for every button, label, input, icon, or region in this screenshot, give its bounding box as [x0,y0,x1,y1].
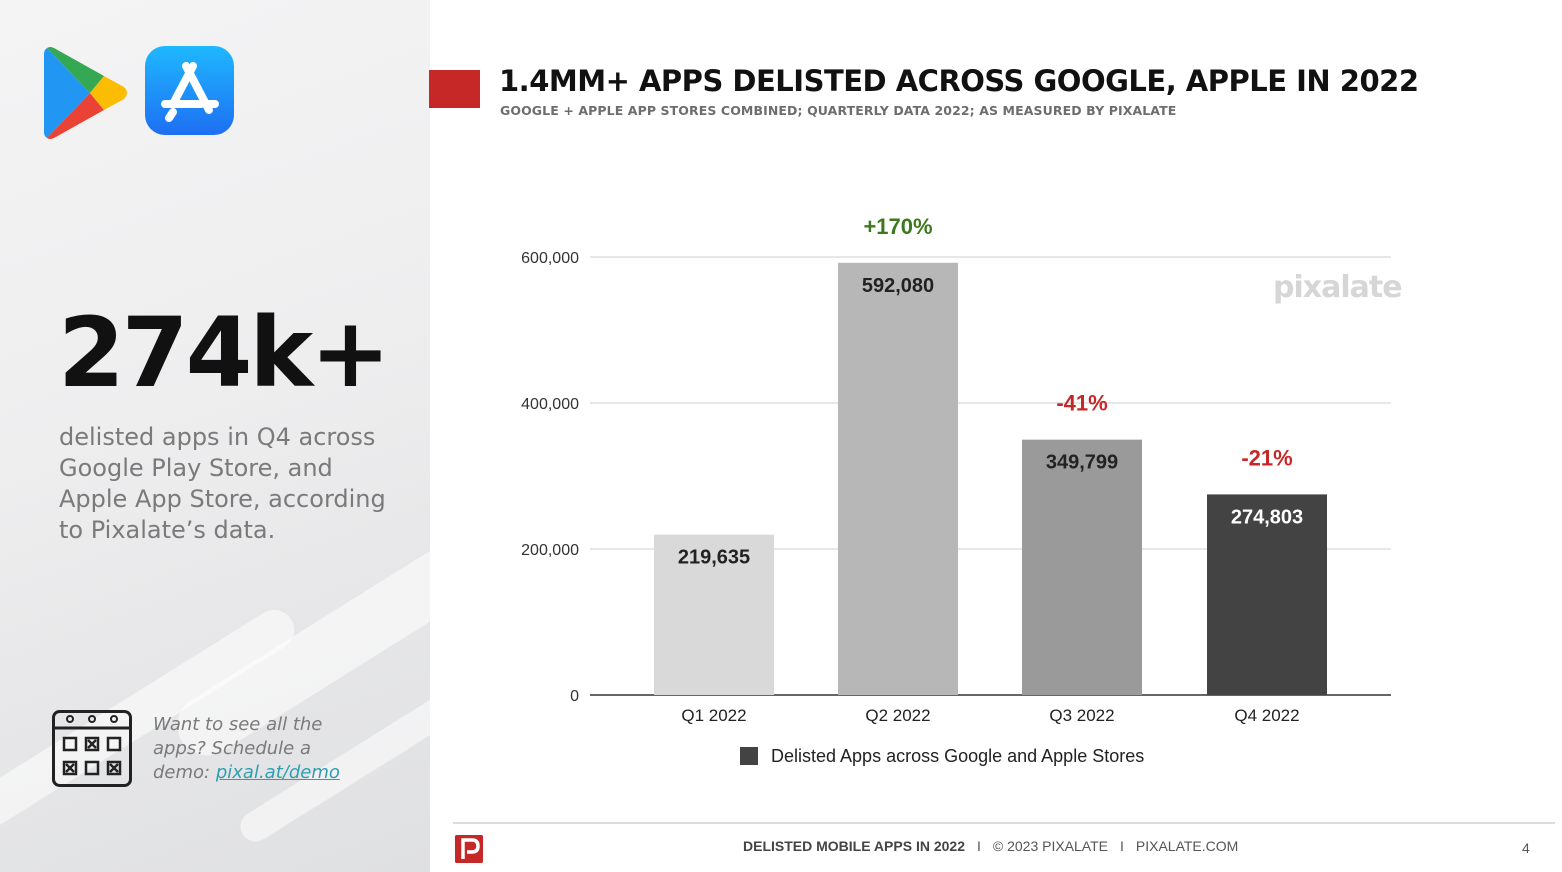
footer-site[interactable]: PIXALATE.COM [1135,838,1239,854]
bar [654,534,774,695]
page-subtitle: GOOGLE + APPLE APP STORES COMBINED; QUAR… [500,103,1177,118]
page-title: 1.4MM+ APPS DELISTED ACROSS GOOGLE, APPL… [499,64,1419,98]
demo-text: Want to see all the apps? Schedule a dem… [153,714,323,783]
y-tick-label: 0 [570,688,579,705]
data-label: 219,635 [678,547,750,569]
footer: DELISTED MOBILE APPS IN 2022 I © 2023 PIXA… [743,838,1238,854]
legend-swatch [740,747,758,765]
footer-copyright: © 2023 PIXALATE [992,838,1108,854]
change-label: -21% [1241,445,1292,470]
calendar-icon [52,710,132,787]
x-tick-label: Q1 2022 [681,706,746,725]
footer-report: DELISTED MOBILE APPS IN 2022 [743,838,965,854]
pixalate-logo-icon [455,835,483,863]
stat-description: delisted apps in Q4 across Google Play S… [59,423,386,544]
headline-stat: 274k+ [58,297,391,409]
change-label: +170% [863,214,932,239]
demo-link[interactable]: pixal.at/demo [215,762,340,783]
legend-label: Delisted Apps across Google and Apple St… [771,746,1144,766]
app-store-icon [145,46,234,135]
pixalate-watermark: pixalate [1273,270,1403,305]
x-tick-label: Q2 2022 [865,706,930,725]
data-label: 349,799 [1046,452,1118,474]
data-label: 274,803 [1231,506,1303,528]
bar-chart: 0 200,000 400,000 600,000 219,635 Q1 2022 592,… [521,214,1391,766]
footer-divider [453,822,1555,824]
bar [1022,439,1142,695]
x-tick-label: Q3 2022 [1049,706,1114,725]
bar [838,262,958,695]
data-label: 592,080 [862,275,934,297]
google-play-icon [44,47,127,139]
footer-separator: I [976,838,981,854]
left-panel: 274k+ delisted apps in Q4 across Google … [0,0,430,872]
title-accent-bar [429,70,480,108]
y-tick-label: 600,000 [521,250,579,267]
page-number: 4 [1522,840,1530,856]
change-label: -41% [1056,391,1107,416]
y-tick-label: 200,000 [521,542,579,559]
y-tick-label: 400,000 [521,396,579,413]
footer-separator: I [1120,838,1124,854]
x-tick-label: Q4 2022 [1234,706,1299,725]
demo-callout: Want to see all the apps? Schedule a dem… [153,713,353,785]
bar [1207,494,1327,695]
